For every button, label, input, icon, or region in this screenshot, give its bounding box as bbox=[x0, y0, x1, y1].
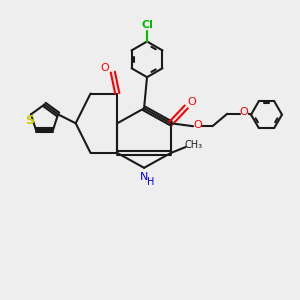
Text: O: O bbox=[100, 63, 109, 73]
Text: Cl: Cl bbox=[141, 20, 153, 30]
Text: H: H bbox=[147, 177, 154, 187]
Text: S: S bbox=[25, 114, 34, 127]
Text: O: O bbox=[193, 120, 202, 130]
Text: CH₃: CH₃ bbox=[185, 140, 203, 150]
Text: O: O bbox=[240, 107, 249, 117]
Text: O: O bbox=[187, 97, 196, 106]
Text: N: N bbox=[140, 172, 148, 182]
